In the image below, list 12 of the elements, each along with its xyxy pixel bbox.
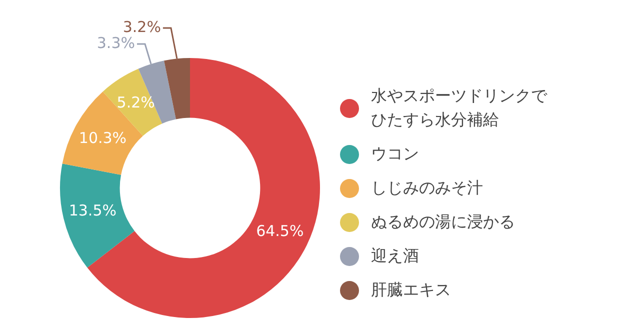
legend-label: ぬるめの湯に浸かる	[371, 211, 515, 233]
legend-label: 水やスポーツドリンクでひたすら水分補給	[371, 85, 548, 131]
data-label: 5.2%	[116, 94, 155, 112]
legend-label: しじみのみそ汁	[371, 177, 483, 199]
data-label: 13.5%	[68, 201, 116, 220]
data-label: 3.3%	[96, 34, 135, 52]
data-label: 10.3%	[78, 128, 127, 147]
legend-label: ウコン	[371, 143, 419, 165]
legend-label: 迎え酒	[371, 245, 419, 267]
legend-label: 肝臓エキス	[371, 279, 451, 301]
data-label: 3.2%	[122, 18, 161, 36]
data-label: 64.5%	[256, 222, 304, 240]
